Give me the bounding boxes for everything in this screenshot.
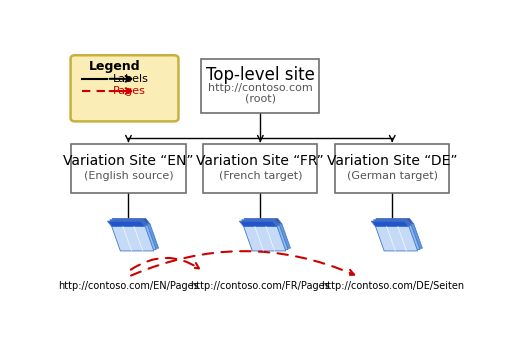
Text: (root): (root) [245,94,276,103]
FancyBboxPatch shape [335,144,449,193]
Polygon shape [378,225,420,250]
Text: (English source): (English source) [84,171,173,181]
Polygon shape [110,220,147,225]
FancyBboxPatch shape [71,144,185,193]
Polygon shape [239,221,277,226]
Text: (German target): (German target) [347,171,438,181]
Polygon shape [107,221,145,226]
Polygon shape [246,225,288,250]
Text: (French target): (French target) [218,171,302,181]
Text: http://contoso.com/DE/Seiten: http://contoso.com/DE/Seiten [321,281,464,291]
Polygon shape [373,220,411,225]
Text: Legend: Legend [89,60,141,73]
FancyBboxPatch shape [203,144,318,193]
Text: Labels: Labels [113,74,148,84]
Text: Variation Site “FR”: Variation Site “FR” [197,155,324,169]
Text: Top-level site: Top-level site [206,66,315,84]
Text: Variation Site “EN”: Variation Site “EN” [63,155,194,169]
Text: Variation Site “DE”: Variation Site “DE” [327,155,458,169]
Text: http://contoso.com/FR/Pages: http://contoso.com/FR/Pages [190,281,330,291]
Polygon shape [248,224,291,248]
Polygon shape [114,225,156,250]
Polygon shape [380,224,422,248]
Polygon shape [112,226,154,251]
Text: Pages: Pages [113,86,146,96]
Polygon shape [112,218,150,224]
Polygon shape [375,226,418,251]
Polygon shape [244,226,285,251]
Polygon shape [242,220,279,225]
Text: http://contoso.com: http://contoso.com [208,83,313,93]
FancyBboxPatch shape [71,55,178,121]
Text: http://contoso.com/EN/Pages: http://contoso.com/EN/Pages [58,281,199,291]
FancyBboxPatch shape [201,58,320,113]
Polygon shape [116,224,158,248]
Polygon shape [376,218,414,224]
Polygon shape [371,221,409,226]
Polygon shape [244,218,282,224]
